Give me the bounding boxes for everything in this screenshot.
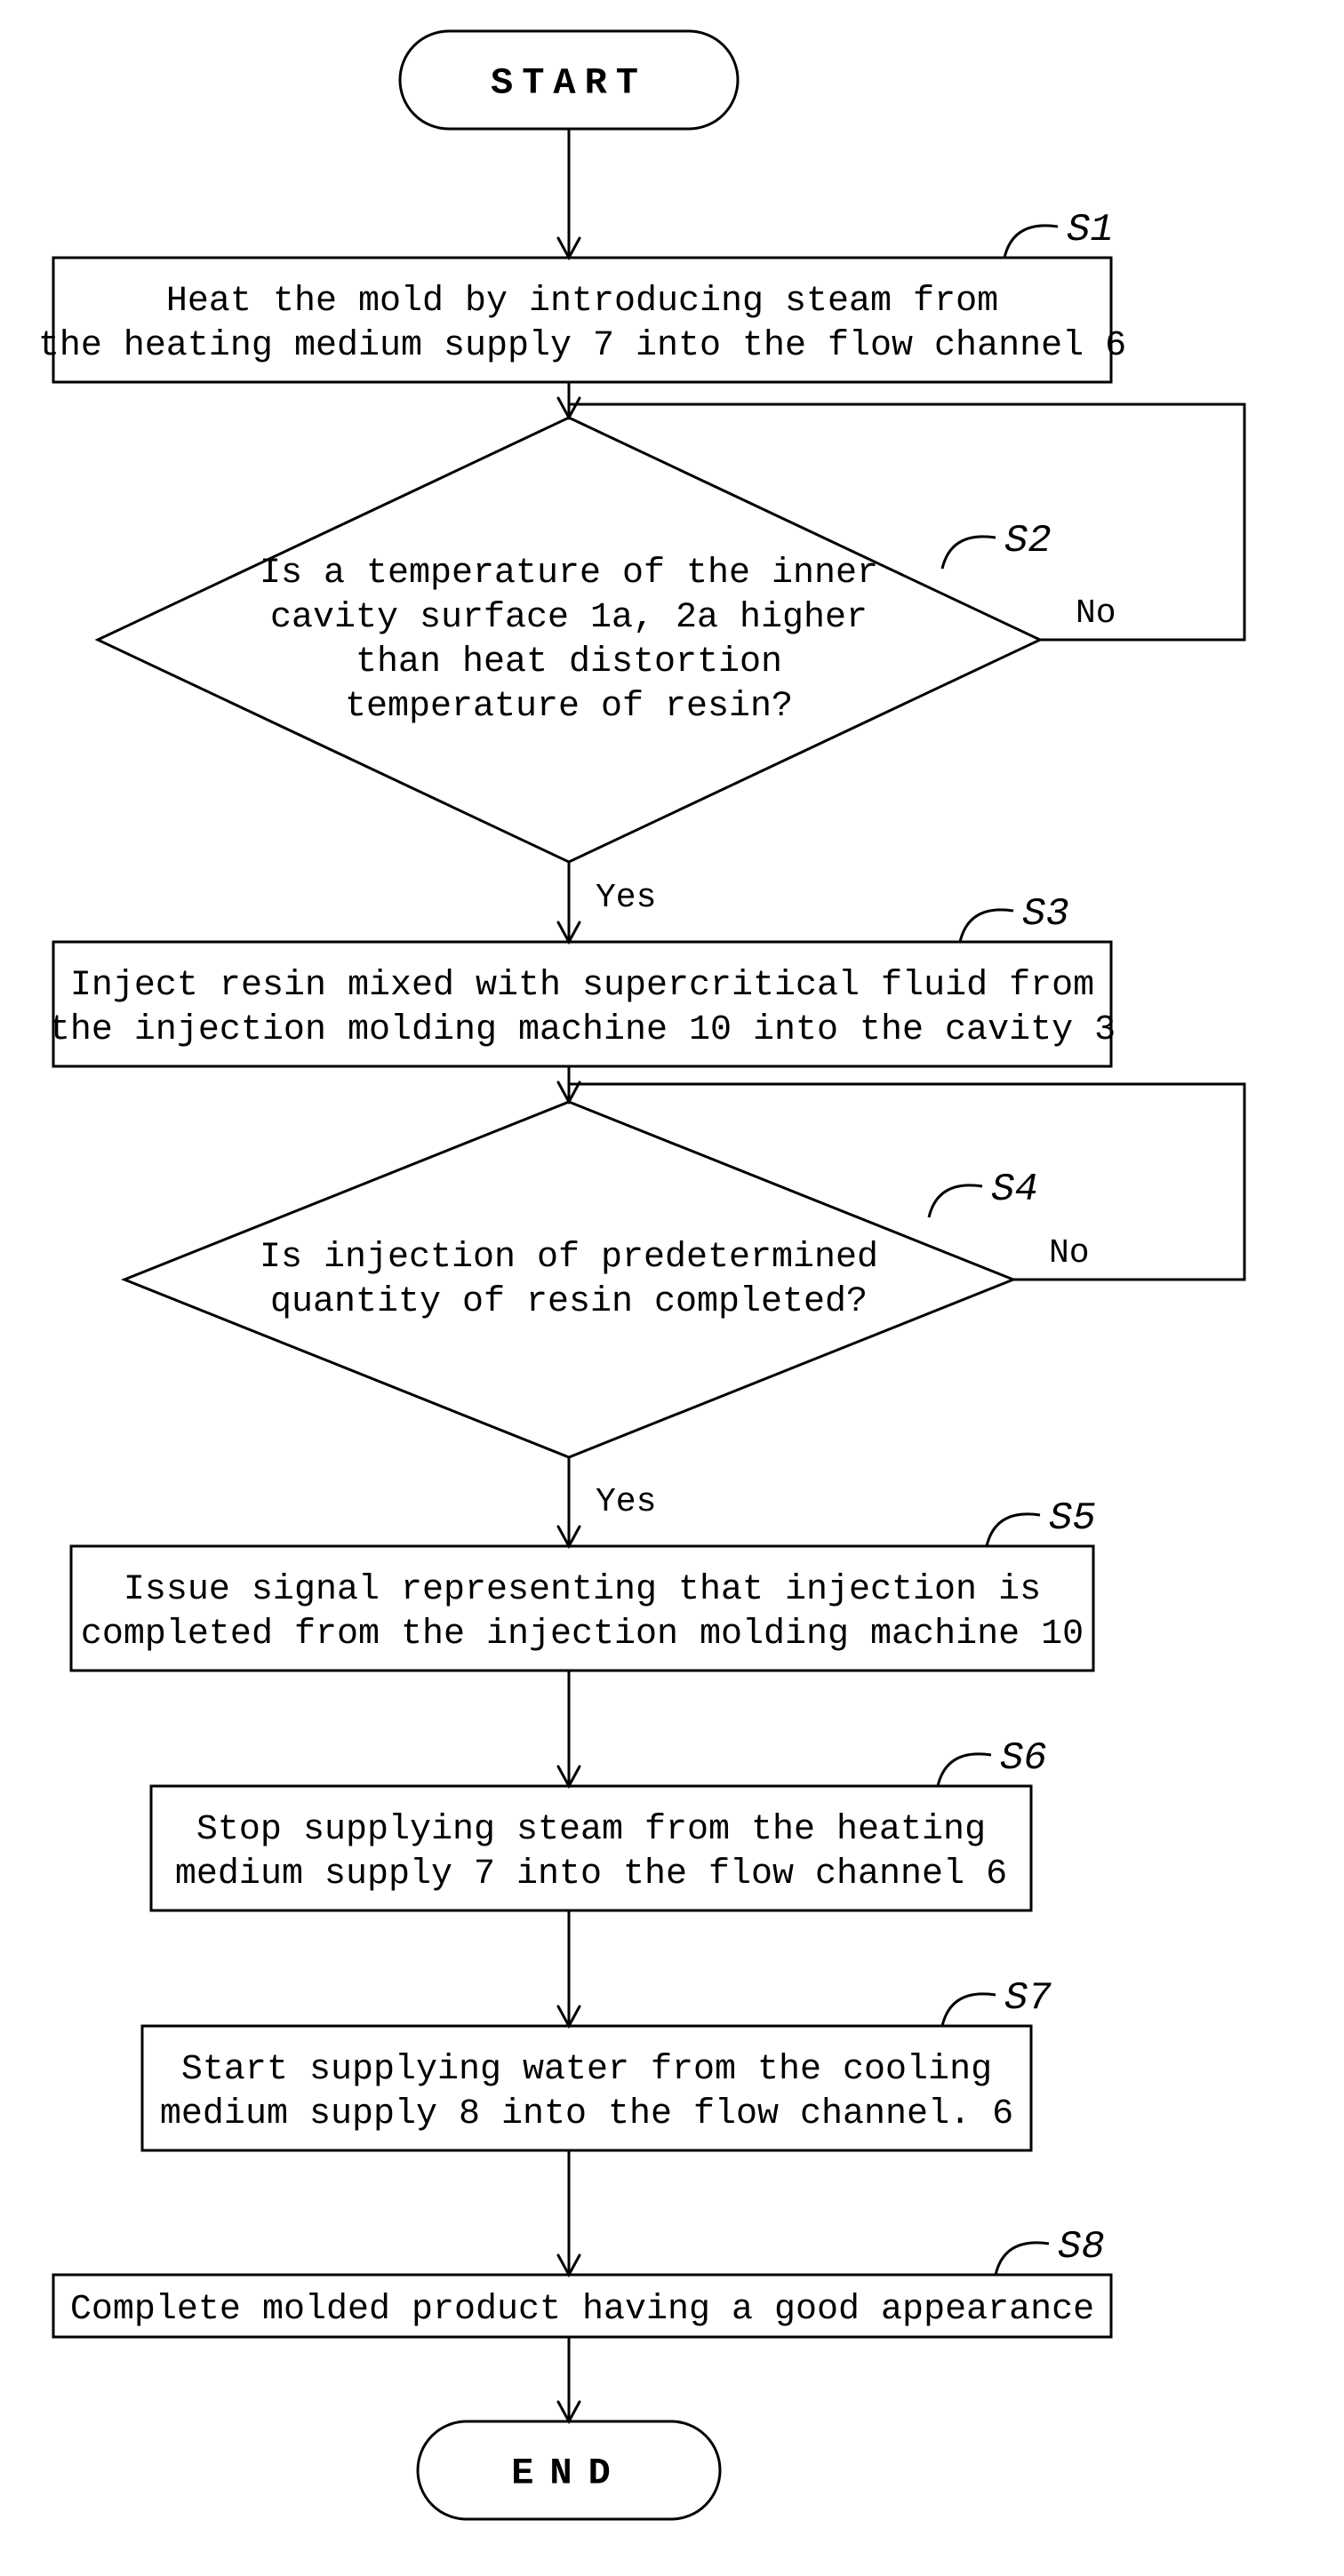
yes-label: Yes xyxy=(596,879,656,917)
end-terminal-label: END xyxy=(511,2452,627,2495)
step-label-S4: S4 xyxy=(991,1168,1038,1212)
step-label-S5: S5 xyxy=(1049,1496,1096,1541)
step-S2-text: Is a temperature of the innercavity surf… xyxy=(260,554,878,727)
no-label: No xyxy=(1049,1234,1090,1272)
step-S7-text: Start supplying water from the coolingme… xyxy=(160,2050,1013,2134)
step-label-S8: S8 xyxy=(1058,2225,1105,2269)
step-label-S2: S2 xyxy=(1004,519,1052,563)
no-label: No xyxy=(1076,594,1116,633)
step-S3-text: Inject resin mixed with supercritical fl… xyxy=(49,966,1116,1050)
step-S4-text: Is injection of predeterminedquantity of… xyxy=(260,1238,878,1322)
flowchart-canvas: START END Heat the mold by introducing ste… xyxy=(0,0,1344,2576)
step-S1-text: Heat the mold by introducing steam fromt… xyxy=(38,282,1126,366)
step-label-S6: S6 xyxy=(1000,1736,1047,1781)
start-terminal-label: START xyxy=(491,62,647,105)
step-label-S1: S1 xyxy=(1067,208,1114,252)
yes-label: Yes xyxy=(596,1483,656,1521)
step-S6-text: Stop supplying steam from the heatingmed… xyxy=(175,1810,1007,1894)
step-S8-text: Complete molded product having a good ap… xyxy=(70,2290,1094,2330)
step-label-S7: S7 xyxy=(1004,1976,1052,2021)
step-S5-text: Issue signal representing that injection… xyxy=(81,1570,1084,1655)
step-label-S3: S3 xyxy=(1022,892,1069,937)
